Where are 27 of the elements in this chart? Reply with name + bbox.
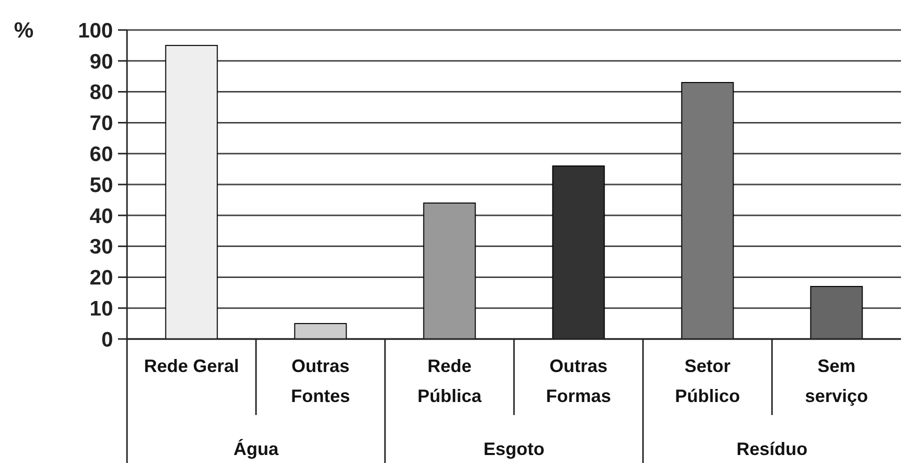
x-tick-label: Outras Fontes bbox=[290, 356, 350, 406]
y-tick-label: 50 bbox=[90, 174, 113, 197]
y-tick-label: 20 bbox=[90, 266, 113, 290]
bar bbox=[810, 286, 863, 340]
y-tick-label: 70 bbox=[90, 112, 113, 136]
bar bbox=[294, 323, 347, 340]
y-tick-label: 100 bbox=[78, 19, 113, 42]
y-tick-label: 30 bbox=[90, 236, 113, 259]
bar bbox=[681, 82, 734, 340]
y-tick-label: 60 bbox=[90, 142, 113, 166]
x-tick-label: Setor Público bbox=[674, 356, 740, 406]
x-tick-label: Sem serviço bbox=[804, 356, 868, 406]
bar bbox=[423, 202, 476, 340]
x-tick-label: Rede Pública bbox=[417, 356, 482, 406]
bar bbox=[552, 165, 605, 340]
bar bbox=[165, 44, 218, 340]
text: Resíduo bbox=[736, 439, 808, 459]
y-tick-label: 40 bbox=[90, 204, 113, 228]
x-tick-label: Rede Geral bbox=[144, 356, 240, 376]
x-tick-label: Outras Formas bbox=[546, 356, 612, 406]
y-tick-label: 80 bbox=[90, 81, 113, 104]
y-tick-label: 90 bbox=[90, 50, 113, 74]
text: Esgoto bbox=[484, 439, 544, 459]
text: Água bbox=[234, 439, 280, 459]
y-tick-label: 10 bbox=[90, 297, 113, 320]
y-axis-title: % bbox=[14, 18, 34, 43]
y-tick-label: 0 bbox=[101, 328, 113, 352]
